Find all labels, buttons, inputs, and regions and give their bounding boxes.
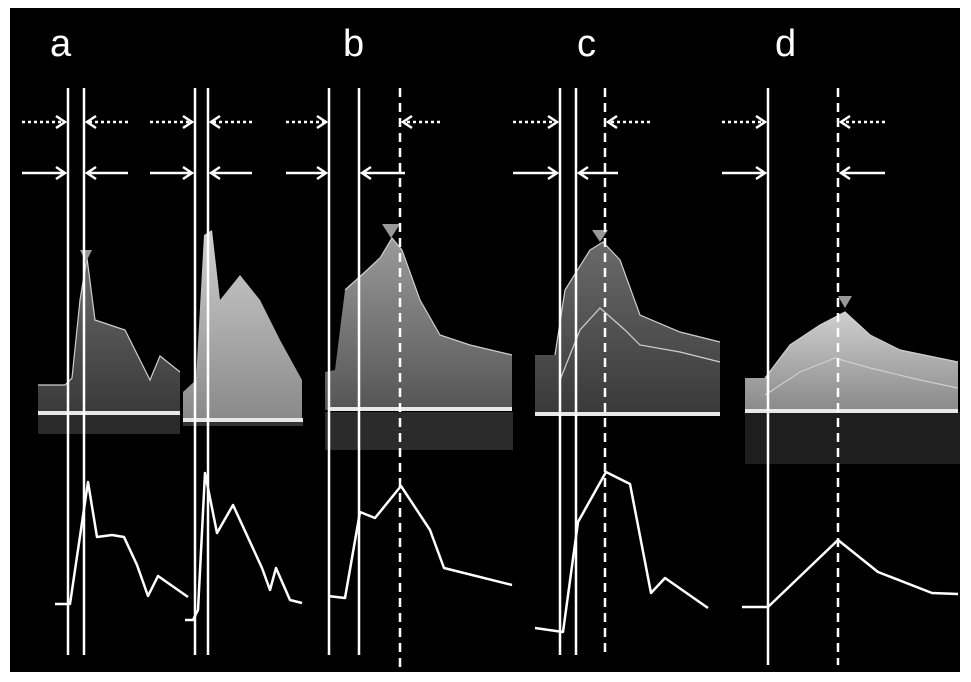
reference-lines xyxy=(66,88,840,668)
panel-label: d xyxy=(775,23,796,65)
doppler-spectra xyxy=(38,224,960,464)
panel-label: b xyxy=(343,23,364,65)
traces xyxy=(55,470,959,634)
arrows xyxy=(22,114,885,181)
panel-label: a xyxy=(50,23,72,65)
panel-label: c xyxy=(577,23,596,65)
